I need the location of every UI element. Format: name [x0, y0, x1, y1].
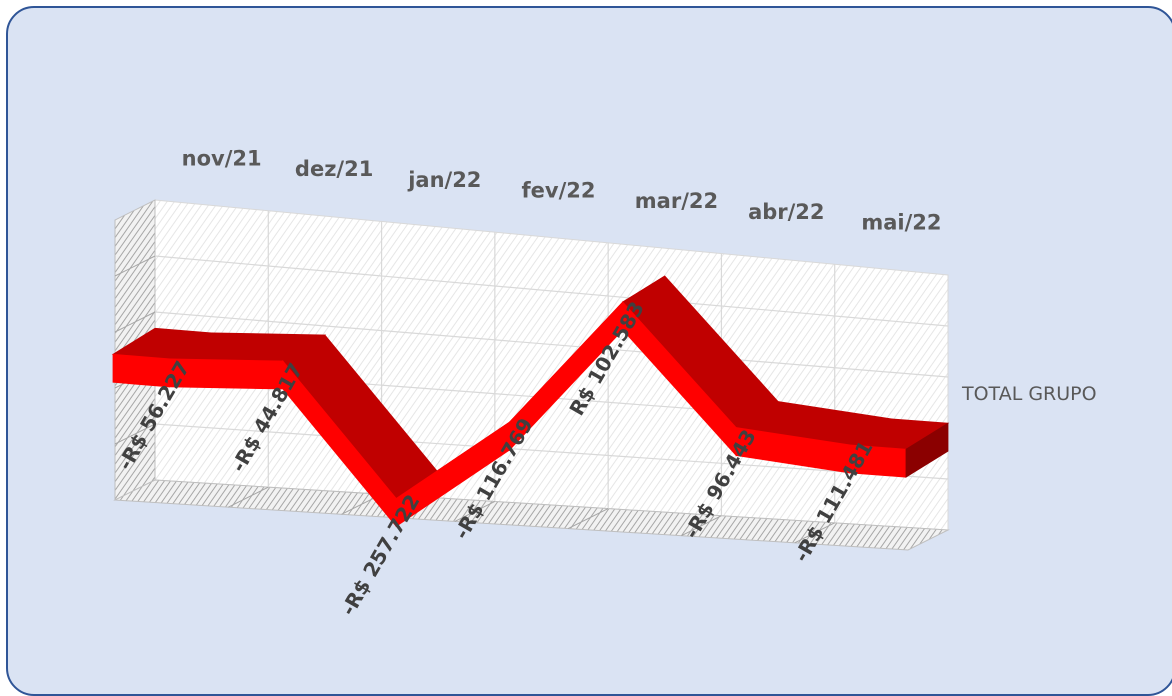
gridline-h — [154, 311, 949, 378]
x-tick-label: jan/22 — [407, 168, 481, 192]
chart-ribbon — [111, 275, 950, 528]
floor — [113, 479, 950, 551]
x-tick-label: fev/22 — [522, 179, 596, 203]
gridline-h — [154, 423, 949, 480]
x-tick-label: dez/21 — [295, 157, 373, 181]
gridline-floor — [681, 515, 722, 537]
gridline-side — [114, 255, 156, 277]
ribbon-end-cap — [905, 422, 949, 478]
gridline-floor — [567, 508, 609, 530]
data-point — [507, 434, 512, 439]
gridline-side — [114, 423, 156, 445]
gridline-floor — [454, 500, 496, 522]
gridline-floor — [228, 486, 269, 508]
gridline-h — [154, 255, 949, 327]
data-point — [394, 510, 399, 515]
data-point — [280, 372, 285, 377]
data-point — [734, 439, 739, 444]
data-point — [620, 314, 625, 319]
data-point — [847, 456, 852, 461]
gridline-floor — [794, 522, 835, 544]
x-tick-label: mai/22 — [861, 211, 941, 235]
gridline-side — [114, 311, 156, 333]
x-tick-label: abr/22 — [748, 200, 824, 224]
x-tick-label: nov/21 — [182, 146, 262, 170]
legend-entry: TOTAL GRUPO — [961, 383, 1097, 405]
x-tick-label: mar/22 — [635, 189, 718, 213]
data-point — [167, 370, 172, 375]
